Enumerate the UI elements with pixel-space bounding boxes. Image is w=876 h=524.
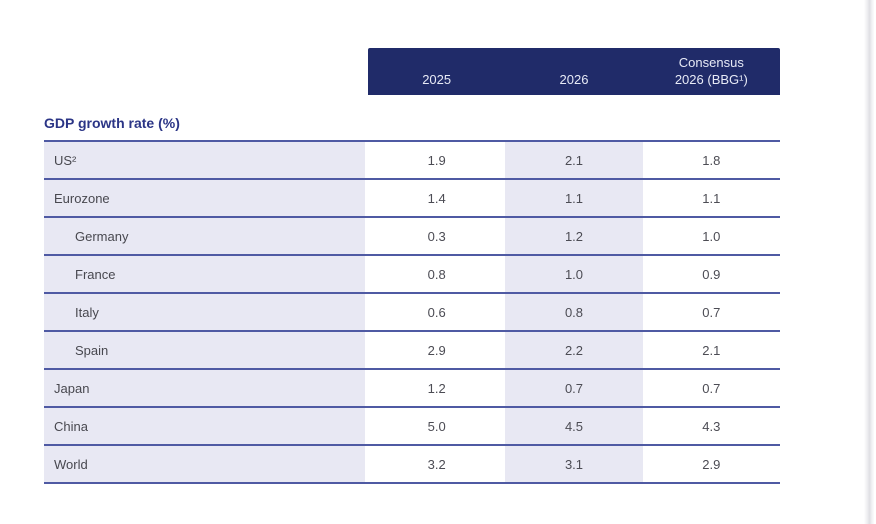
value-cell: 5.0: [427, 418, 446, 434]
value-cell: 1.2: [427, 380, 446, 396]
value-cell: 3.1: [505, 446, 643, 482]
value-cell: 2.1: [702, 342, 721, 358]
value-cell: 2.9: [427, 342, 446, 358]
value-cell: 3.2: [427, 456, 446, 472]
row-label: World: [44, 446, 365, 482]
table-row: France 0.8 1.0 0.9: [44, 254, 780, 292]
value-cell: 0.8: [505, 294, 643, 330]
table-row: World 3.2 3.1 2.9: [44, 444, 780, 484]
column-gutter: [365, 332, 368, 368]
row-label: Eurozone: [44, 180, 365, 216]
row-label: China: [44, 408, 365, 444]
section-title: GDP growth rate (%): [44, 115, 180, 131]
row-label: France: [44, 256, 365, 292]
column-gutter: [365, 370, 368, 406]
value-cell: 0.7: [505, 370, 643, 406]
value-cell: 0.3: [427, 228, 446, 244]
value-cell: 0.9: [702, 266, 721, 282]
page-edge-divider: [864, 0, 874, 524]
value-cell: 2.9: [702, 456, 721, 472]
value-cell: 0.7: [702, 380, 721, 396]
column-gutter: [365, 218, 368, 254]
value-cell: 1.4: [427, 190, 446, 206]
value-cell: 0.8: [427, 266, 446, 282]
table-row: Italy 0.6 0.8 0.7: [44, 292, 780, 330]
table-header-band: 2025 2026 Consensus 2026 (BBG¹): [368, 48, 780, 95]
value-cell: 2.2: [505, 332, 643, 368]
value-cell: 4.3: [702, 418, 721, 434]
value-cell: 1.1: [505, 180, 643, 216]
section-title-row: GDP growth rate (%): [44, 95, 780, 140]
value-cell: 0.6: [427, 304, 446, 320]
column-header-label-line1: Consensus: [678, 55, 744, 70]
row-label: Italy: [44, 294, 365, 330]
value-cell: 2.1: [505, 142, 643, 178]
gdp-growth-table: 2025 2026 Consensus 2026 (BBG¹) GDP grow…: [44, 48, 780, 484]
value-cell: 1.8: [702, 152, 721, 168]
table-row: Japan 1.2 0.7 0.7: [44, 368, 780, 406]
column-gutter: [365, 446, 368, 482]
row-label: Germany: [44, 218, 365, 254]
table-row: US² 1.9 2.1 1.8: [44, 140, 780, 178]
table-row: Germany 0.3 1.2 1.0: [44, 216, 780, 254]
column-header-label: 2026: [559, 72, 589, 87]
table-row: China 5.0 4.5 4.3: [44, 406, 780, 444]
row-label: Japan: [44, 370, 365, 406]
column-gutter: [365, 294, 368, 330]
column-header-consensus: Consensus 2026 (BBG¹): [643, 48, 780, 95]
table-body: US² 1.9 2.1 1.8 Eurozone 1.4 1.1 1.1 Germany 0.3 1…: [44, 140, 780, 484]
value-cell: 0.7: [702, 304, 721, 320]
column-gutter: [365, 256, 368, 292]
value-cell: 4.5: [505, 408, 643, 444]
column-gutter: [365, 142, 368, 178]
column-gutter: [365, 408, 368, 444]
column-header-2025: 2025: [368, 48, 505, 95]
row-label: Spain: [44, 332, 365, 368]
value-cell: 1.0: [505, 256, 643, 292]
column-header-label: 2025: [422, 72, 452, 87]
column-gutter: [365, 180, 368, 216]
column-header-2026: 2026: [505, 48, 642, 95]
table-row: Spain 2.9 2.2 2.1: [44, 330, 780, 368]
table-row: Eurozone 1.4 1.1 1.1: [44, 178, 780, 216]
value-cell: 1.0: [702, 228, 721, 244]
value-cell: 1.1: [702, 190, 721, 206]
row-label: US²: [44, 142, 365, 178]
value-cell: 1.9: [427, 152, 446, 168]
column-header-label-line2: 2026 (BBG¹): [674, 72, 748, 87]
value-cell: 1.2: [505, 218, 643, 254]
